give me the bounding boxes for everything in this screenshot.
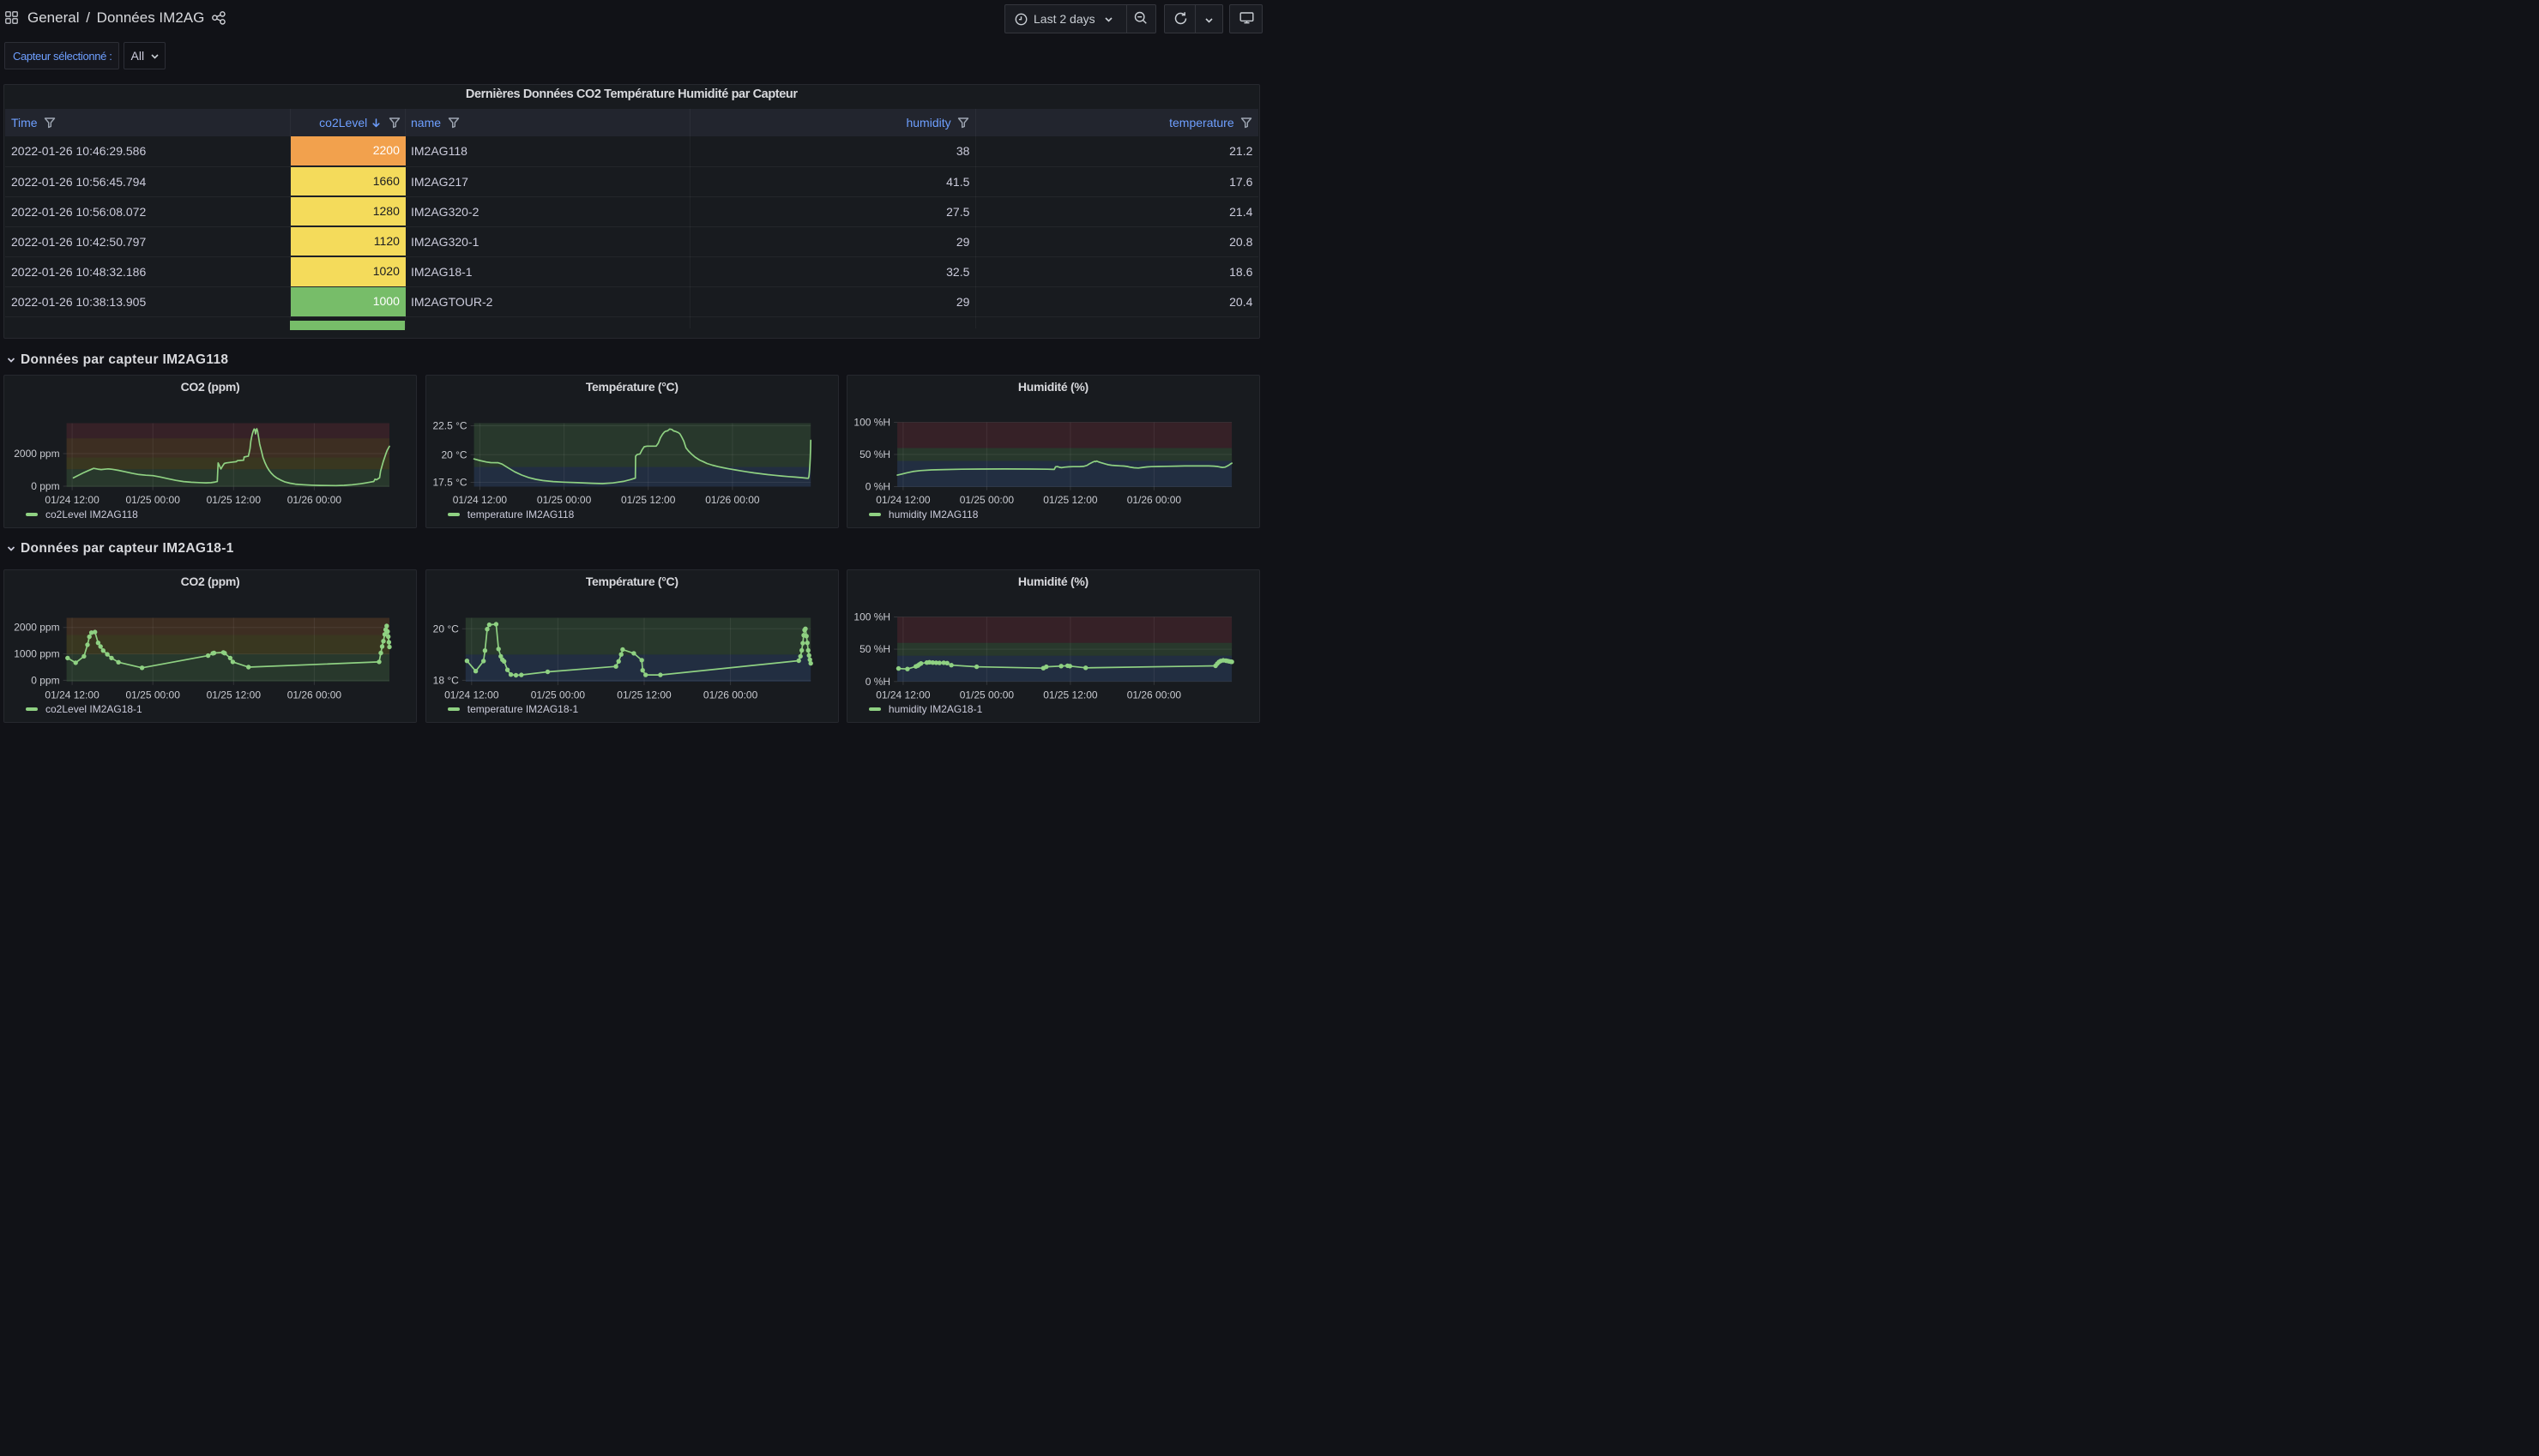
svg-text:2000 ppm: 2000 ppm [14,621,59,633]
svg-text:01/25 00:00: 01/25 00:00 [530,689,585,701]
svg-text:01/25 00:00: 01/25 00:00 [960,494,1015,506]
svg-text:01/24 12:00: 01/24 12:00 [452,494,507,506]
svg-text:17.5 °C: 17.5 °C [432,477,467,489]
svg-text:01/24 12:00: 01/24 12:00 [876,689,931,701]
svg-text:50 %H: 50 %H [859,643,890,655]
svg-text:01/24 12:00: 01/24 12:00 [45,494,100,506]
svg-text:01/25 00:00: 01/25 00:00 [537,494,592,506]
svg-text:01/26 00:00: 01/26 00:00 [703,689,758,701]
svg-text:50 %H: 50 %H [859,448,890,460]
svg-text:20 °C: 20 °C [441,448,467,460]
svg-text:01/24 12:00: 01/24 12:00 [45,689,100,701]
svg-text:01/26 00:00: 01/26 00:00 [287,689,342,701]
svg-text:01/26 00:00: 01/26 00:00 [287,494,342,506]
svg-text:2000 ppm: 2000 ppm [14,448,59,460]
svg-text:01/25 00:00: 01/25 00:00 [960,689,1015,701]
svg-text:01/25 12:00: 01/25 12:00 [617,689,672,701]
svg-text:1000 ppm: 1000 ppm [14,647,59,659]
svg-text:0 ppm: 0 ppm [31,480,59,492]
svg-text:100 %H: 100 %H [853,611,890,623]
svg-text:01/26 00:00: 01/26 00:00 [1127,689,1182,701]
svg-text:01/25 12:00: 01/25 12:00 [207,494,262,506]
svg-text:01/25 00:00: 01/25 00:00 [125,689,180,701]
svg-text:01/24 12:00: 01/24 12:00 [876,494,931,506]
svg-text:01/25 12:00: 01/25 12:00 [207,689,262,701]
svg-text:0 ppm: 0 ppm [31,674,59,686]
svg-text:01/26 00:00: 01/26 00:00 [705,494,760,506]
svg-text:18 °C: 18 °C [432,674,458,686]
svg-text:01/26 00:00: 01/26 00:00 [1127,494,1182,506]
svg-text:01/25 12:00: 01/25 12:00 [621,494,676,506]
svg-text:100 %H: 100 %H [853,417,890,429]
svg-text:0 %H: 0 %H [865,675,890,687]
svg-text:01/24 12:00: 01/24 12:00 [444,689,499,701]
svg-text:01/25 12:00: 01/25 12:00 [1043,494,1098,506]
svg-text:0 %H: 0 %H [865,481,890,493]
svg-text:22.5 °C: 22.5 °C [432,420,467,432]
svg-text:01/25 12:00: 01/25 12:00 [1043,689,1098,701]
svg-text:20 °C: 20 °C [432,623,458,635]
svg-text:01/25 00:00: 01/25 00:00 [125,494,180,506]
